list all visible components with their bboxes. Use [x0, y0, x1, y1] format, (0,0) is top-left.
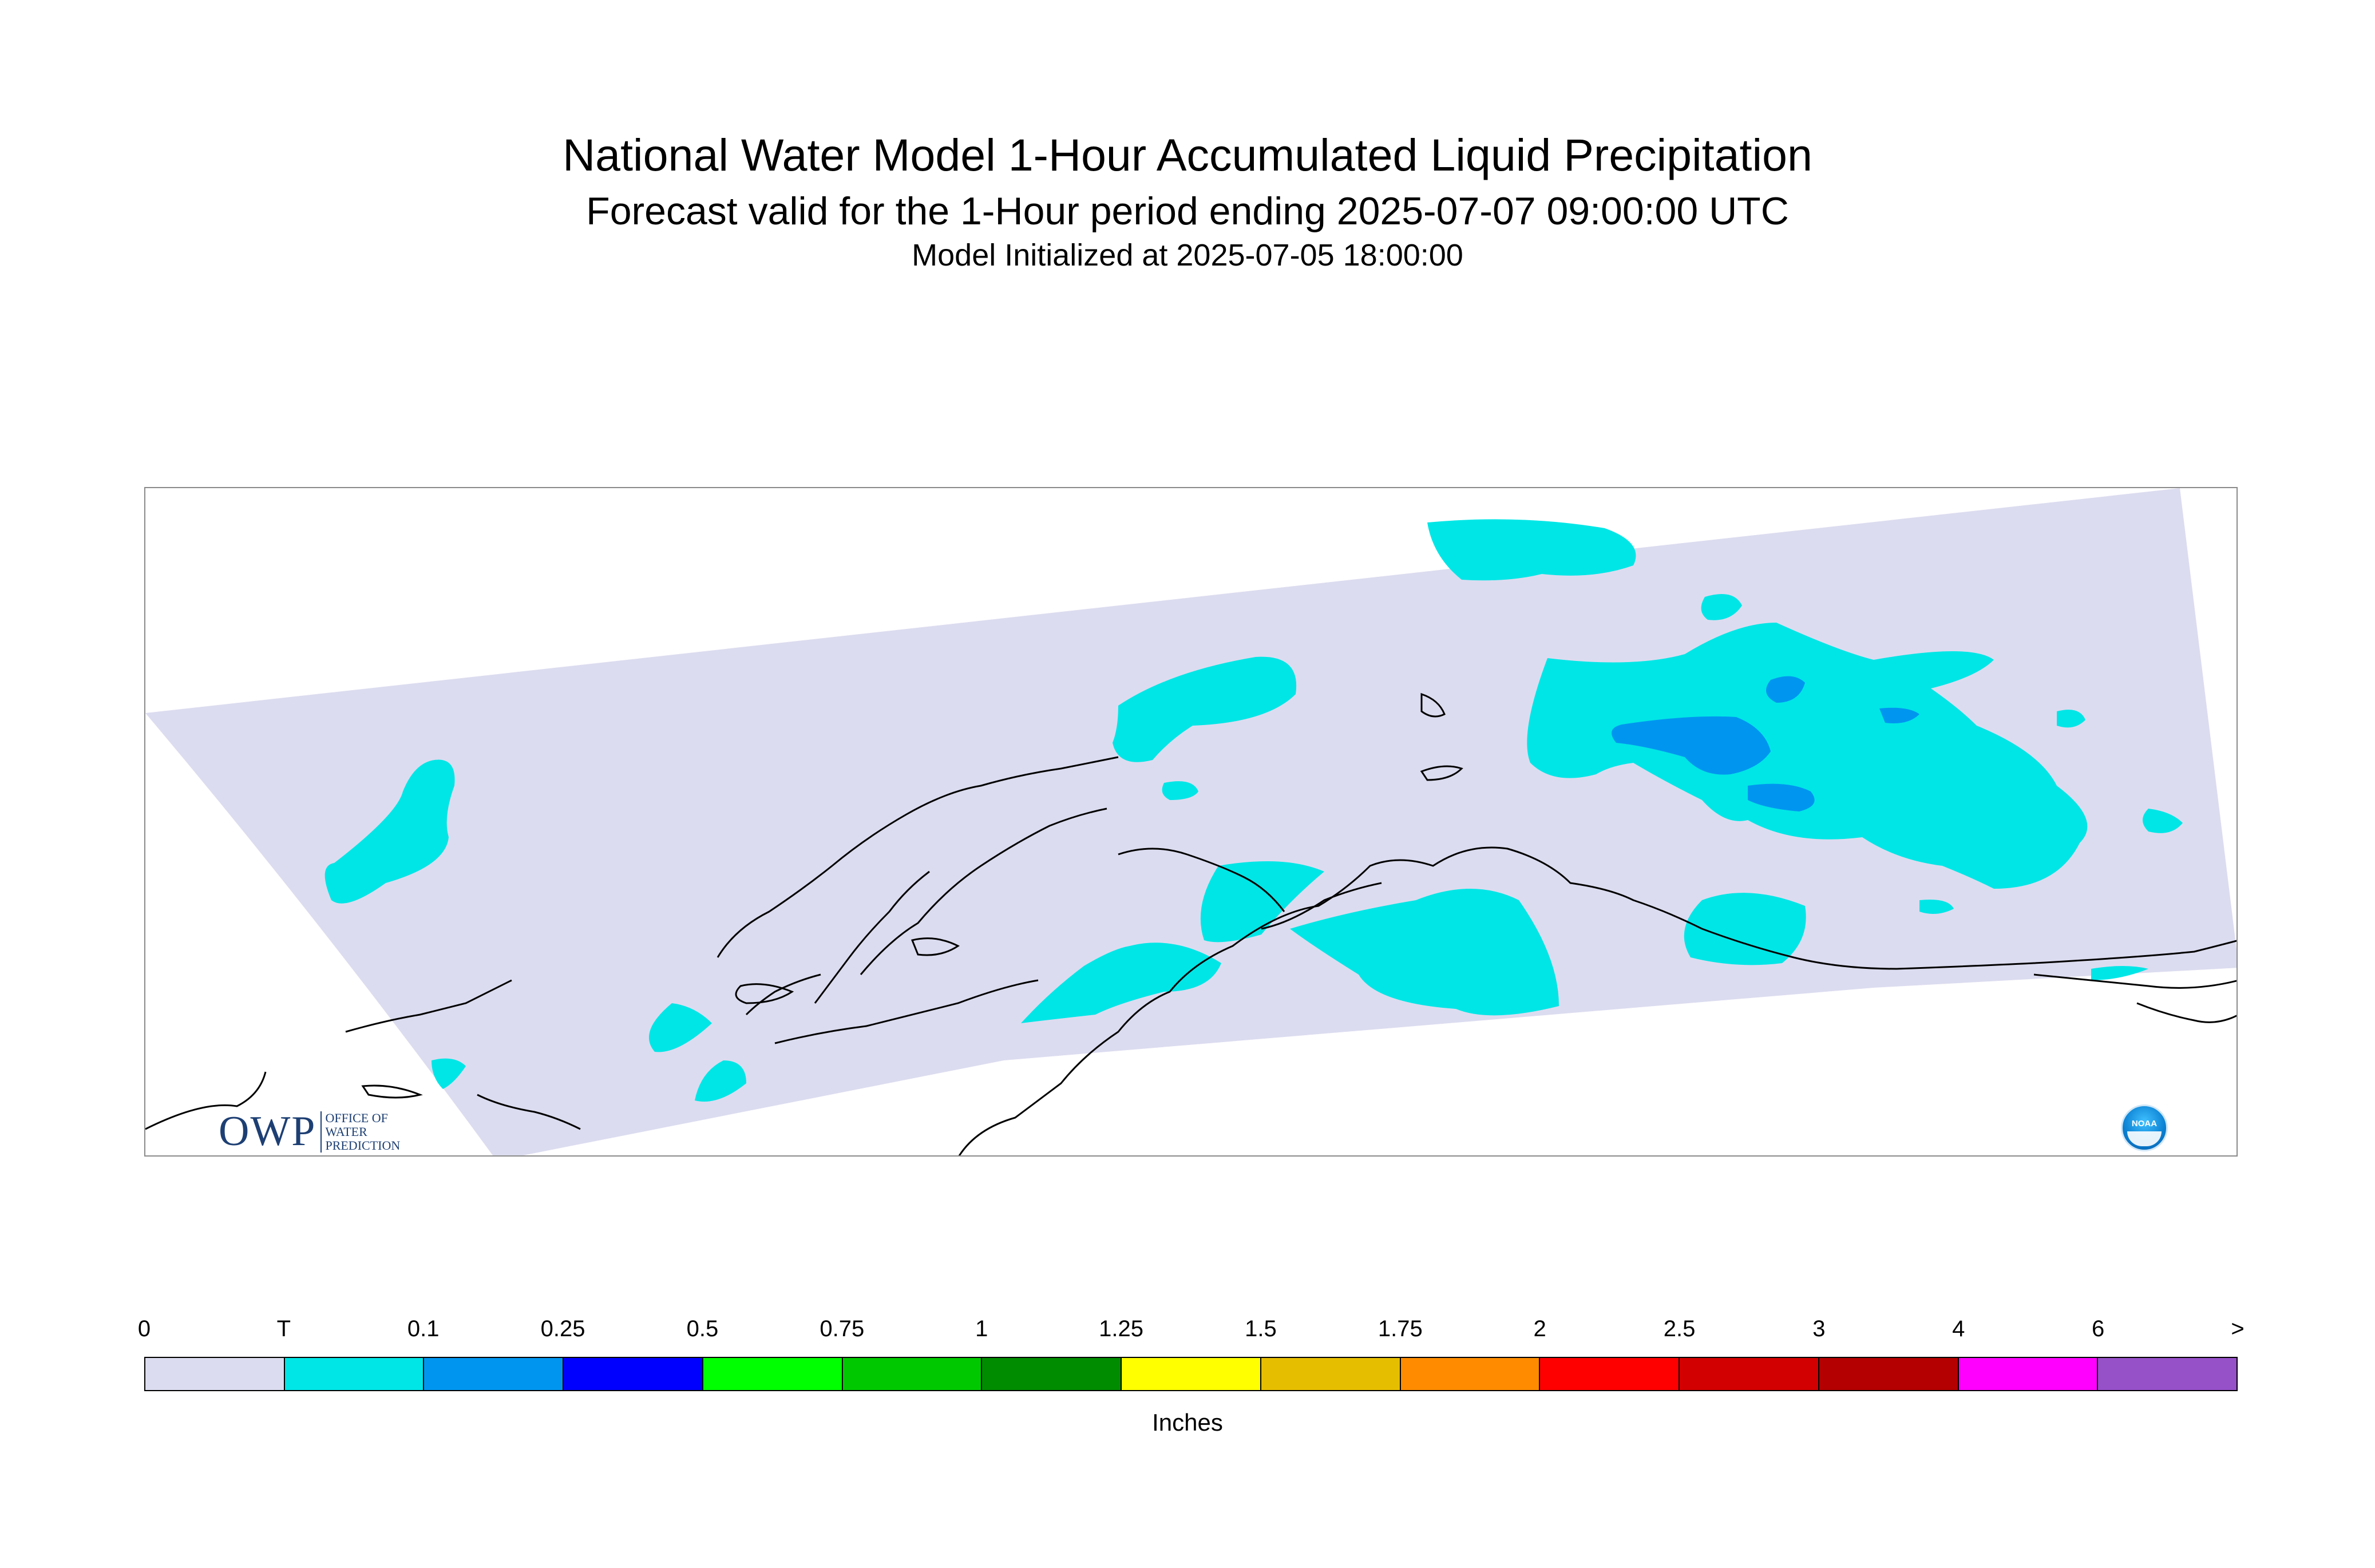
legend-swatch-5 — [842, 1358, 983, 1390]
precip-area-west — [324, 759, 455, 904]
legend-swatch-3 — [564, 1358, 703, 1390]
legend-swatch-7 — [1122, 1358, 1261, 1390]
legend-swatch-8 — [1261, 1358, 1401, 1390]
coastline-kenai — [1261, 882, 1382, 930]
coastline-se-2 — [2136, 1002, 2237, 1023]
legend-tick-15: > — [2231, 1316, 2245, 1341]
legend-colorbar — [144, 1357, 2238, 1391]
coastline-ak-range — [745, 973, 821, 1016]
light-area-1 — [1612, 716, 1771, 775]
map-canvas — [145, 488, 2237, 1155]
legend-swatch-4 — [703, 1358, 843, 1390]
legend-tick-6: 1 — [975, 1316, 988, 1341]
coastline-cook — [1118, 848, 1285, 912]
legend-swatch-2 — [424, 1358, 564, 1390]
legend-tick-10: 2 — [1533, 1316, 1546, 1341]
precip-area-southeast — [1684, 893, 1806, 965]
legend-tick-7: 1.25 — [1099, 1316, 1143, 1341]
model-init-line: Model Initialized at 2025-07-05 18:00:00 — [912, 238, 1463, 272]
owp-line-3: PREDICTION — [325, 1138, 401, 1153]
map-title: National Water Model 1-Hour Accumulated … — [563, 129, 1812, 180]
precip-area-north-2 — [1162, 781, 1198, 800]
precip-area-edge-west — [432, 1058, 466, 1089]
trace-precip-areas — [324, 519, 2183, 1102]
legend-swatch-13 — [1958, 1358, 2099, 1390]
legend-tick-1: T — [276, 1316, 291, 1341]
owp-line-1: OFFICE OF — [325, 1110, 388, 1125]
precipitation-map: OWP OFFICE OF WATER PREDICTION NOAA — [144, 487, 2238, 1157]
light-area-3 — [1766, 676, 1805, 703]
light-area-2 — [1748, 783, 1815, 811]
coastline-se — [2033, 973, 2237, 989]
light-precip-areas — [1612, 676, 1919, 811]
precip-area-east-edge — [2143, 809, 2183, 833]
legend-tick-3: 0.25 — [540, 1316, 585, 1341]
light-area-4 — [1879, 707, 1919, 723]
coastline-island-2 — [911, 937, 960, 956]
coastline-island-3 — [1420, 765, 1463, 781]
legend-tick-4: 0.5 — [686, 1316, 719, 1341]
precip-area-spot-1 — [1919, 900, 1954, 914]
legend-swatch-11 — [1680, 1358, 1819, 1390]
precip-area-east-large — [1527, 623, 2088, 889]
legend-tick-11: 2.5 — [1663, 1316, 1696, 1341]
precip-area-south-central — [1290, 889, 1559, 1016]
noaa-logo-text: NOAA — [2131, 1119, 2158, 1129]
coastline-mainland — [958, 846, 2237, 1155]
coastline-peninsula — [774, 979, 1039, 1044]
legend-tick-8: 1.5 — [1245, 1316, 1277, 1341]
precip-area-coast — [1200, 861, 1324, 943]
coastline-bering — [345, 979, 512, 1033]
legend-tick-0: 0 — [137, 1316, 151, 1341]
precip-area-east-fringe — [2057, 710, 2085, 728]
legend-tick-2: 0.1 — [407, 1316, 440, 1341]
coastline-sw — [477, 1094, 581, 1130]
precip-area-top-small — [1701, 594, 1742, 620]
precip-area-eastern-edge-bottom — [2091, 966, 2148, 980]
noaa-logo: NOAA — [2121, 1104, 2168, 1151]
coastline-island-5 — [361, 1084, 423, 1099]
legend-tick-13: 4 — [1952, 1316, 1965, 1341]
coastline-island-1 — [735, 983, 794, 1004]
legend-swatch-6 — [982, 1358, 1122, 1390]
legend-swatch-1 — [284, 1358, 425, 1390]
owp-logo-text: OWP — [219, 1108, 316, 1155]
precip-area-south-spot — [649, 1003, 712, 1052]
legend-units: Inches — [1152, 1409, 1223, 1436]
precip-area-south-spot-2 — [695, 1060, 746, 1102]
coastline-river — [860, 807, 1107, 975]
precip-area-southwest-band — [1021, 943, 1221, 1023]
legend-tick-5: 0.75 — [820, 1316, 865, 1341]
legend-tick-labels: 0 T 0.1 0.25 0.5 0.75 1 1.25 1.5 1.75 2 2.5 3 4 6 > — [138, 1316, 2245, 1345]
legend-tick-14: 6 — [2092, 1316, 2105, 1341]
owp-logo-subtext: OFFICE OF WATER PREDICTION — [320, 1111, 400, 1153]
legend-swatch-9 — [1400, 1358, 1541, 1390]
owp-line-2: WATER — [325, 1124, 367, 1139]
coastline-island-4 — [1420, 692, 1446, 718]
coastline-bristol — [814, 870, 930, 1004]
legend-tick-12: 3 — [1812, 1316, 1826, 1341]
legend-swatch-14 — [2098, 1358, 2237, 1390]
legend-swatch-10 — [1540, 1358, 1680, 1390]
map-subtitle: Forecast valid for the 1-Hour period end… — [586, 189, 1789, 233]
legend-swatch-0 — [145, 1358, 285, 1390]
legend-tick-9: 1.75 — [1378, 1316, 1423, 1341]
legend-swatch-12 — [1819, 1358, 1959, 1390]
coastlines — [145, 692, 2237, 1155]
precip-area-top — [1427, 519, 1636, 581]
owp-logo: OWP OFFICE OF WATER PREDICTION — [219, 1107, 400, 1155]
coastline-west — [145, 1071, 267, 1130]
noaa-wave-icon — [2127, 1131, 2162, 1146]
coastline-mainland-2 — [717, 756, 1119, 958]
precip-area-north-1 — [1113, 656, 1297, 762]
